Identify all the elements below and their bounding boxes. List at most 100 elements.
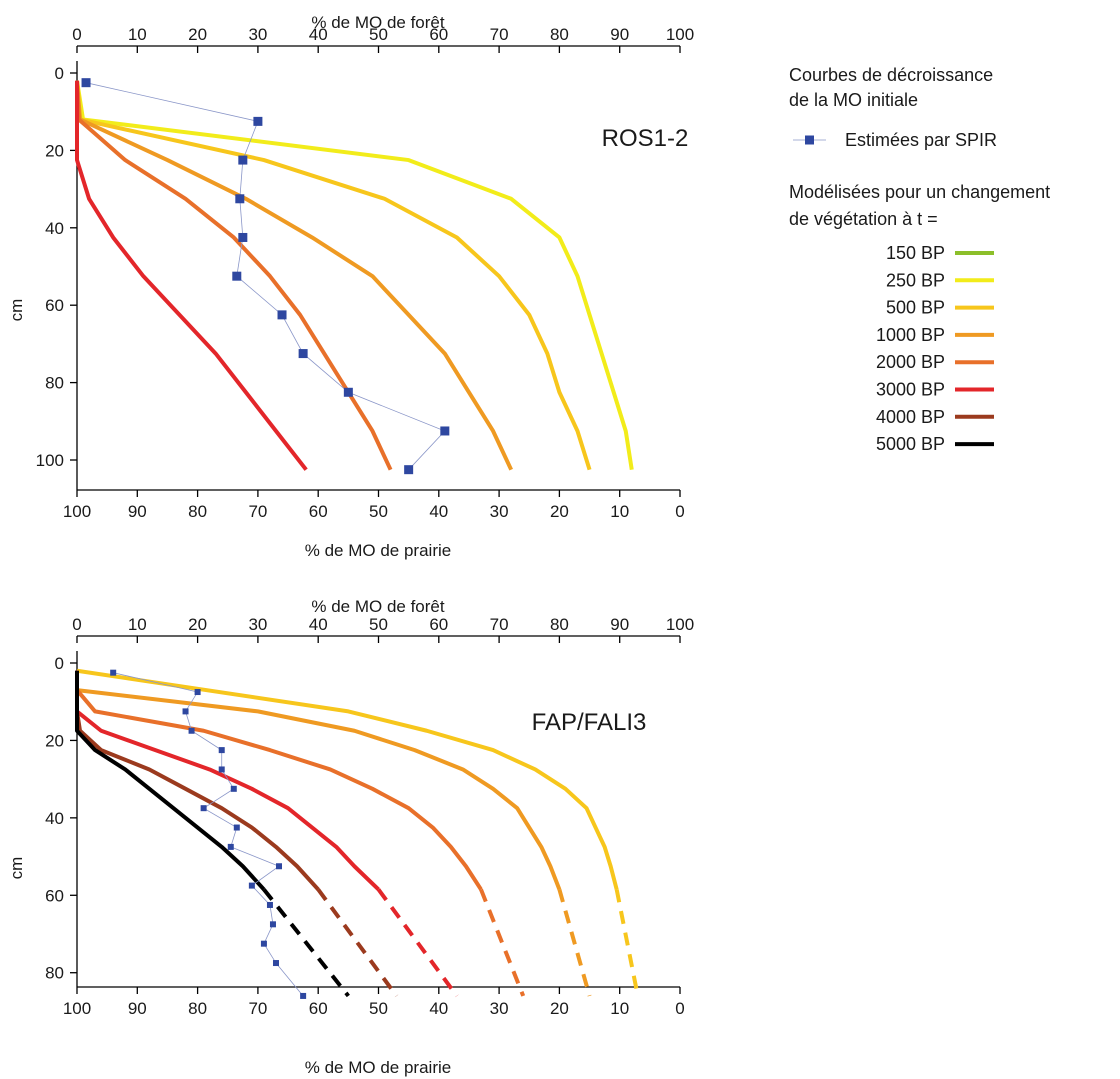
y-axis-label: cm (7, 299, 26, 322)
y-tick-label: 20 (45, 731, 64, 750)
chart-ros1-2: % de MO de forêt % de MO de prairie cm R… (7, 13, 694, 560)
spir-point (260, 940, 267, 947)
x-bottom-tick-label: 30 (490, 502, 509, 521)
x-bottom-tick-label: 70 (248, 999, 267, 1018)
spir-point (277, 310, 287, 320)
x-top-axis-label: % de MO de forêt (311, 597, 445, 616)
spir-point (230, 785, 237, 792)
x-top-tick-label: 20 (188, 615, 207, 634)
x-top-tick-label: 80 (550, 25, 569, 44)
spir-point (218, 747, 225, 754)
spir-point (238, 232, 248, 242)
x-top-tick-label: 50 (369, 25, 388, 44)
x-bottom-tick-label: 40 (429, 999, 448, 1018)
series-line-1000-bp (75, 80, 513, 471)
series-line-5000-bp (75, 670, 266, 891)
spir-point (232, 271, 242, 281)
series-line-dashed-500-bp (614, 889, 640, 997)
spir-point (440, 426, 450, 436)
x-bottom-tick-label: 60 (309, 502, 328, 521)
x-bottom-tick-label: 90 (128, 999, 147, 1018)
panel-title: FAP/FALI3 (532, 709, 647, 736)
y-tick-label: 0 (55, 654, 64, 673)
spir-point (253, 116, 263, 126)
x-top-tick-label: 100 (666, 615, 694, 634)
x-top-tick-label: 70 (490, 25, 509, 44)
x-bottom-tick-label: 90 (128, 502, 147, 521)
y-tick-label: 80 (45, 964, 64, 983)
spir-point (272, 960, 279, 967)
spir-point (266, 901, 273, 908)
x-bottom-tick-label: 50 (369, 999, 388, 1018)
x-bottom-tick-label: 80 (188, 999, 207, 1018)
x-top-tick-label: 0 (72, 25, 81, 44)
y-tick-label: 80 (45, 374, 64, 393)
spir-point (233, 824, 240, 831)
x-bottom-tick-label: 100 (63, 502, 91, 521)
x-bottom-tick-label: 10 (610, 502, 629, 521)
series-line-2000-bp (75, 80, 393, 471)
x-bottom-tick-label: 70 (248, 502, 267, 521)
y-tick-label: 100 (36, 451, 64, 470)
x-top-tick-label: 90 (610, 615, 629, 634)
spir-point (81, 78, 91, 88)
spir-point (188, 727, 195, 734)
spir-point (276, 863, 283, 870)
spir-point (218, 766, 225, 773)
legend-model-title-line1: Modélisées pour un changement (789, 182, 1050, 202)
legend-title-line2: de la MO initiale (789, 90, 918, 110)
x-top-tick-label: 10 (128, 25, 147, 44)
spir-point (238, 155, 248, 165)
x-top-tick-label: 40 (309, 615, 328, 634)
series-line-3000-bp (75, 670, 380, 891)
spir-point (235, 194, 245, 204)
legend-item-label: 5000 BP (876, 434, 945, 454)
spir-point (182, 708, 189, 715)
x-top-tick-label: 60 (429, 25, 448, 44)
x-top-tick-label: 20 (188, 25, 207, 44)
series-line-500-bp (76, 668, 619, 890)
series-line-dashed-1000-bp (557, 888, 592, 997)
spir-point (194, 689, 201, 696)
y-tick-label: 60 (45, 886, 64, 905)
legend-item-label: 2000 BP (876, 352, 945, 372)
legend-model-title-line2: de végétation à t = (789, 209, 938, 229)
x-top-tick-label: 10 (128, 615, 147, 634)
x-bottom-tick-label: 10 (610, 999, 629, 1018)
legend-spir-label: Estimées par SPIR (845, 130, 997, 150)
x-bottom-tick-label: 60 (309, 999, 328, 1018)
x-bottom-tick-label: 0 (675, 502, 684, 521)
series-line-250-bp (75, 80, 634, 470)
x-bottom-tick-label: 20 (550, 999, 569, 1018)
spir-point (300, 992, 307, 999)
x-bottom-tick-label: 50 (369, 502, 388, 521)
x-top-tick-label: 40 (309, 25, 328, 44)
spir-point (227, 843, 234, 850)
series-line-500-bp (75, 80, 592, 471)
series-line-dashed-3000-bp (376, 888, 459, 998)
y-tick-label: 20 (45, 141, 64, 160)
legend-item-label: 150 BP (886, 243, 945, 263)
series-line-3000-bp (75, 80, 308, 471)
x-bottom-tick-label: 0 (675, 999, 684, 1018)
legend-spir-marker (805, 135, 814, 145)
x-bottom-axis-label: % de MO de prairie (305, 541, 451, 560)
x-top-tick-label: 30 (248, 615, 267, 634)
x-top-tick-label: 90 (610, 25, 629, 44)
x-top-tick-label: 0 (72, 615, 81, 634)
y-axis-label: cm (7, 857, 26, 880)
x-bottom-tick-label: 80 (188, 502, 207, 521)
y-tick-label: 0 (55, 64, 64, 83)
spir-point (298, 349, 308, 359)
spir-point (404, 465, 414, 475)
legend-item-label: 500 BP (886, 298, 945, 318)
x-bottom-axis-label: % de MO de prairie (305, 1058, 451, 1077)
y-tick-label: 60 (45, 296, 64, 315)
legend-title-line1: Courbes de décroissance (789, 65, 993, 85)
x-top-tick-label: 80 (550, 615, 569, 634)
legend-item-label: 1000 BP (876, 325, 945, 345)
spir-point (200, 805, 207, 812)
x-bottom-tick-label: 100 (63, 999, 91, 1018)
series-line-dashed-2000-bp (479, 888, 526, 997)
x-bottom-tick-label: 30 (490, 999, 509, 1018)
